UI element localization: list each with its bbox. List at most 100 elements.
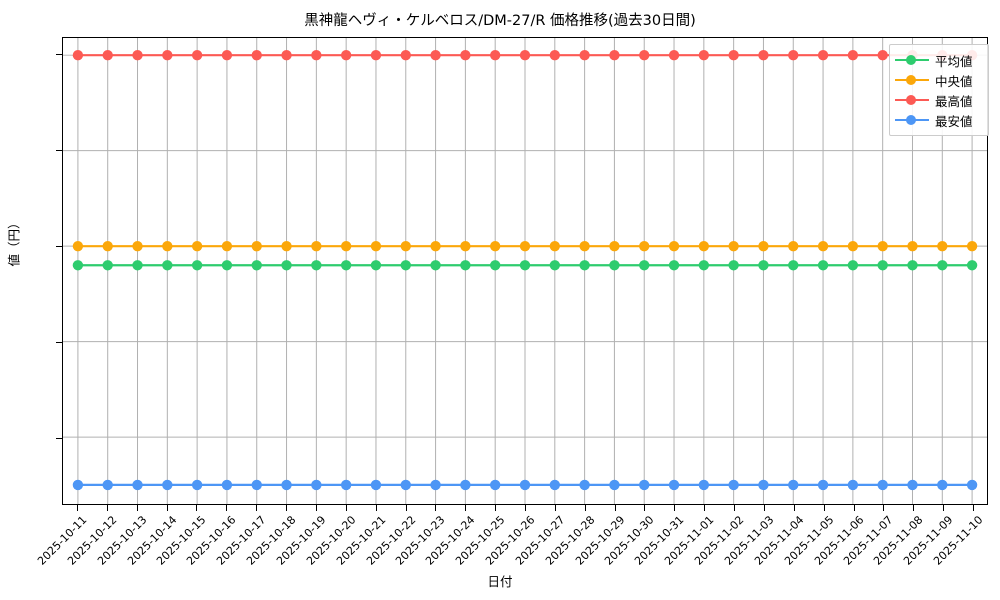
series-marker xyxy=(728,479,739,491)
x-tick-mark xyxy=(704,505,706,511)
series-marker xyxy=(72,50,84,61)
series-marker xyxy=(758,50,769,61)
series-marker xyxy=(937,479,948,491)
series-marker xyxy=(132,479,143,491)
series-marker xyxy=(340,260,352,271)
x-tick-mark xyxy=(913,505,915,511)
series-marker xyxy=(698,50,710,61)
x-tick-mark xyxy=(644,505,646,511)
x-tick-mark xyxy=(196,505,198,511)
series-marker xyxy=(370,479,382,491)
series-marker xyxy=(877,240,888,252)
series-marker xyxy=(758,240,769,252)
series-marker xyxy=(311,50,322,61)
series-marker xyxy=(102,260,113,271)
y-tick-mark xyxy=(56,341,62,343)
series-marker xyxy=(668,50,680,61)
x-tick-mark xyxy=(166,505,168,511)
x-tick-mark xyxy=(405,505,407,511)
y-tick-mark xyxy=(56,54,62,56)
y-tick-mark xyxy=(56,150,62,152)
series-marker xyxy=(251,50,262,61)
legend-label: 平均値 xyxy=(935,53,973,69)
series-marker xyxy=(907,479,918,491)
series-marker xyxy=(817,479,829,491)
series-marker xyxy=(966,479,978,491)
series-marker xyxy=(609,240,620,252)
series-marker xyxy=(102,479,113,491)
series-marker xyxy=(430,50,441,61)
series-marker xyxy=(490,260,501,271)
series-marker xyxy=(251,479,262,491)
series-marker xyxy=(758,479,769,491)
x-tick-mark xyxy=(763,505,765,511)
series-marker xyxy=(519,479,531,491)
data-series xyxy=(72,50,978,61)
legend-item[interactable]: 最安値 xyxy=(895,110,982,130)
plot-area xyxy=(62,37,988,505)
series-marker xyxy=(639,260,650,271)
legend-item[interactable]: 平均値 xyxy=(895,50,982,70)
series-marker xyxy=(966,240,978,252)
series-marker xyxy=(340,479,352,491)
series-marker xyxy=(847,479,859,491)
series-marker xyxy=(877,479,888,491)
series-marker xyxy=(728,260,739,271)
chart-legend: 平均値 中央値最高値 最安値 xyxy=(889,44,989,136)
series-marker xyxy=(460,260,471,271)
x-tick-mark xyxy=(734,505,736,511)
series-marker xyxy=(609,50,620,61)
series-marker xyxy=(460,479,471,491)
series-marker xyxy=(311,479,322,491)
series-marker xyxy=(609,479,620,491)
series-marker xyxy=(519,240,531,252)
series-marker xyxy=(191,50,203,61)
series-marker xyxy=(162,260,173,271)
series-marker xyxy=(698,240,710,252)
series-marker xyxy=(907,260,918,271)
series-marker xyxy=(191,260,203,271)
y-tick-mark xyxy=(56,246,62,248)
series-marker xyxy=(251,240,262,252)
series-marker xyxy=(788,50,799,61)
legend-item[interactable]: 最高値 xyxy=(895,90,982,110)
series-marker xyxy=(132,50,143,61)
x-tick-mark xyxy=(525,505,526,511)
series-marker xyxy=(490,240,501,252)
x-tick-mark xyxy=(465,505,467,511)
x-tick-mark xyxy=(375,505,377,511)
series-marker xyxy=(788,260,799,271)
x-axis-label: 日付 xyxy=(487,574,513,589)
series-marker xyxy=(847,240,859,252)
series-marker xyxy=(579,50,590,61)
series-marker xyxy=(937,240,948,252)
series-marker xyxy=(311,240,322,252)
series-marker xyxy=(549,240,560,252)
series-marker xyxy=(72,240,84,252)
series-marker xyxy=(430,240,441,252)
series-marker xyxy=(758,260,769,271)
series-marker xyxy=(668,479,680,491)
x-tick-mark xyxy=(614,505,616,511)
x-tick-mark xyxy=(435,505,437,511)
series-marker xyxy=(966,260,978,271)
series-marker xyxy=(311,260,322,271)
x-tick-mark xyxy=(226,505,228,511)
x-tick-mark xyxy=(256,505,258,511)
legend-swatch-icon xyxy=(895,54,929,66)
series-marker xyxy=(281,50,292,61)
series-marker xyxy=(579,260,590,271)
series-marker xyxy=(191,240,203,252)
series-marker xyxy=(698,479,710,491)
legend-label: 最高値 xyxy=(935,93,973,109)
series-marker xyxy=(460,50,471,61)
series-marker xyxy=(519,260,531,271)
series-marker xyxy=(668,260,680,271)
series-marker xyxy=(221,50,233,61)
series-marker xyxy=(788,479,799,491)
x-tick-mark xyxy=(584,505,586,511)
legend-item[interactable]: 中央値 xyxy=(895,70,982,90)
series-marker xyxy=(817,240,829,252)
series-marker xyxy=(549,50,560,61)
data-series xyxy=(72,260,978,271)
